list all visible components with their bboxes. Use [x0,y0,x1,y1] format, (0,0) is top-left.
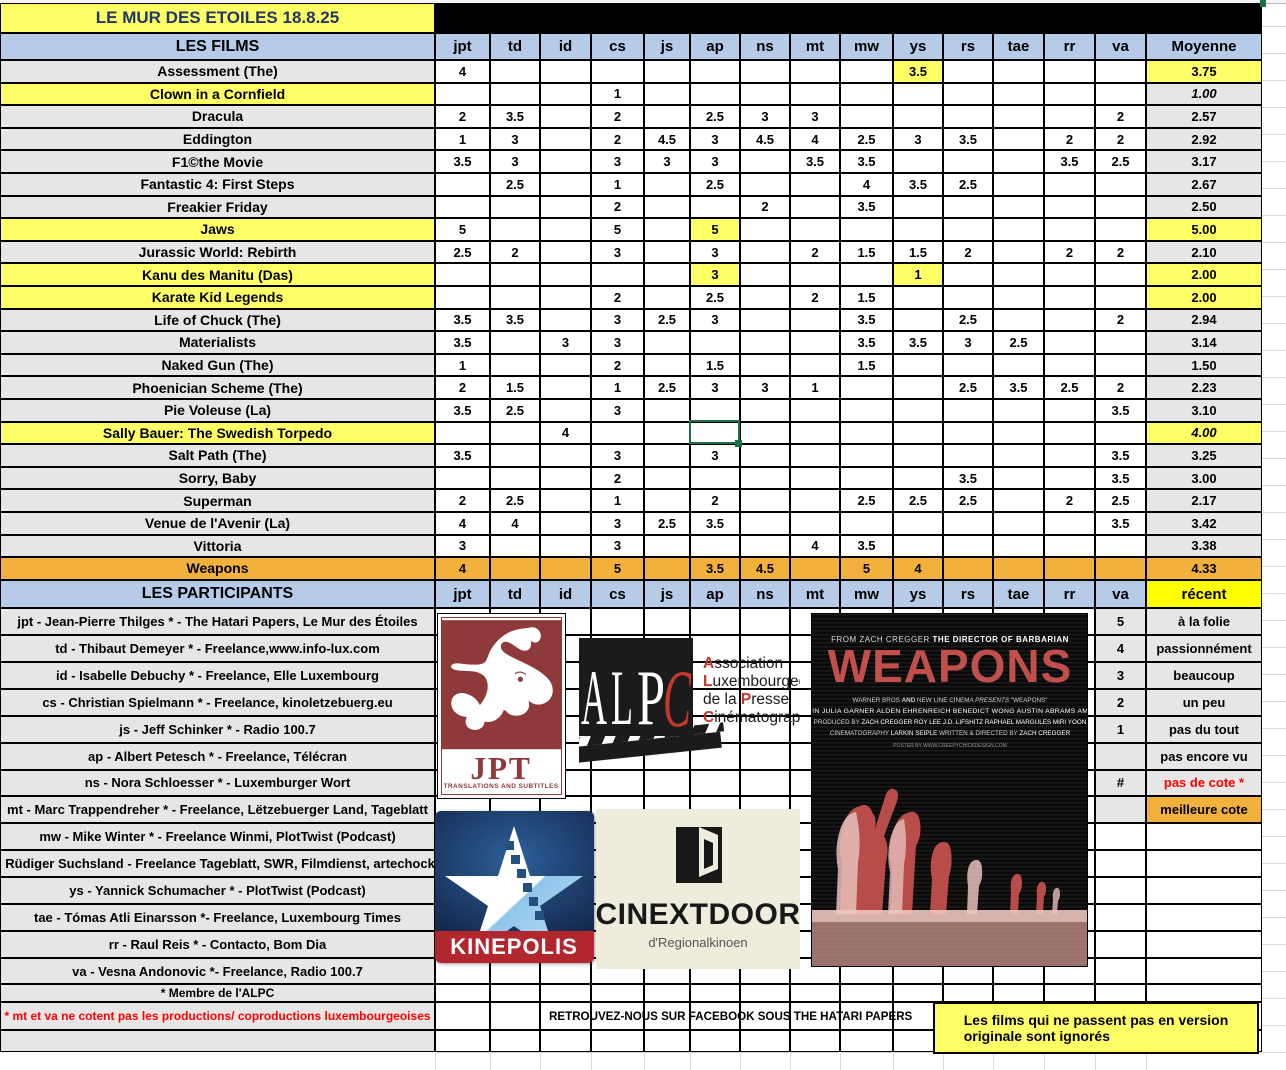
svg-text:Cinématographique: Cinématographique [703,709,800,726]
svg-text:WEAPONS: WEAPONS [828,640,1073,692]
svg-text:d'Regionalkinoen: d'Regionalkinoen [648,935,747,950]
svg-text:PRODUCED BY ZACH CREGGER ROY: PRODUCED BY ZACH CREGGER ROY LEE J.D. LI… [814,719,1087,726]
svg-text:WARNER BROS AND NEW LINE CINEM: WARNER BROS AND NEW LINE CINEMA PRESENTS… [853,697,1048,704]
svg-text:JOSH BROLIN JULIA GARNER ALD: JOSH BROLIN JULIA GARNER ALDEN EHRENREIC… [812,708,1088,715]
svg-text:A: A [581,654,607,741]
svg-text:de la Presse: de la Presse [703,691,789,708]
svg-text:CINEMATOGRAPHY LARKIN SEIPLE: CINEMATOGRAPHY LARKIN SEIPLE WRITTEN & D… [830,730,1071,737]
svg-text:P: P [637,654,665,741]
svg-text:Association: Association [703,655,783,672]
svg-text:POSTER BY WWW.CREEPYCHICKDESIG: POSTER BY WWW.CREEPYCHICKDESIGN.COM [893,743,1007,749]
svg-text:CINEXTDOOR: CINEXTDOOR [596,898,800,931]
svg-text:C: C [663,653,692,744]
svg-text:L: L [611,654,633,741]
svg-text:KINEPOLIS: KINEPOLIS [450,934,578,959]
svg-text:JPT: JPT [470,751,531,786]
svg-text:TRANSLATIONS AND SUBTITLES: TRANSLATIONS AND SUBTITLES [444,783,559,790]
svg-text:Luxembourgeoise: Luxembourgeoise [703,673,800,690]
